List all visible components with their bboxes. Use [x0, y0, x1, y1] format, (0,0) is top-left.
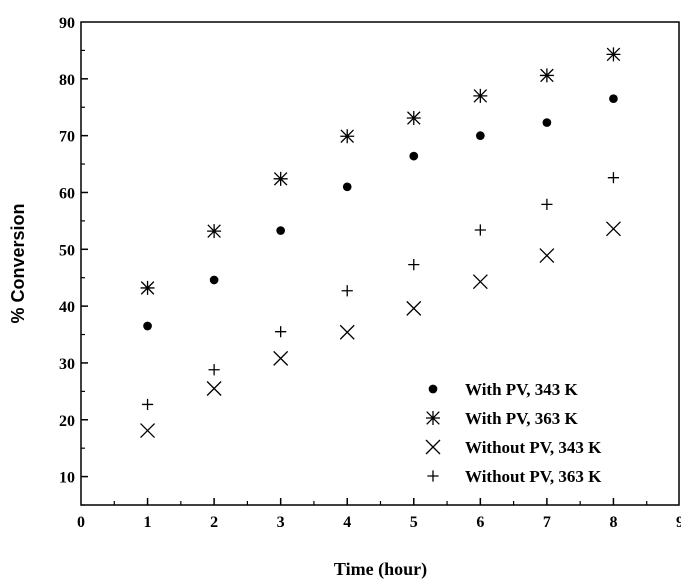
data-point	[208, 364, 220, 376]
x-tick-label: 3	[277, 514, 285, 531]
series-1	[143, 94, 618, 331]
data-point	[341, 285, 353, 297]
y-tick-label: 70	[59, 129, 75, 146]
legend-marker	[428, 384, 438, 394]
x-tick-label: 9	[676, 514, 681, 531]
data-point	[141, 398, 154, 411]
legend-label: Without PV, 363 K	[465, 467, 602, 486]
x-tick-label: 7	[543, 514, 551, 531]
y-tick-label: 20	[59, 413, 75, 430]
data-point	[408, 259, 420, 271]
data-point	[275, 326, 287, 338]
legend: With PV, 343 K With PV, 363 K Without PV, …	[425, 380, 602, 486]
data-point	[339, 324, 355, 340]
data-point	[605, 221, 621, 237]
legend-marker	[427, 470, 439, 482]
data-point	[273, 350, 289, 366]
data-point	[541, 198, 553, 211]
legend-marker	[426, 411, 440, 425]
x-tick-label: 0	[77, 514, 85, 531]
y-tick-label: 30	[59, 356, 75, 373]
x-tick-label: 4	[343, 514, 351, 531]
y-tick-label: 40	[59, 299, 75, 316]
data-point	[273, 171, 288, 186]
data-point	[409, 151, 419, 161]
data-point	[472, 274, 488, 290]
data-point	[607, 172, 620, 184]
legend-label: With PV, 343 K	[465, 380, 579, 399]
data-point	[406, 300, 422, 316]
data-points	[140, 47, 621, 439]
y-tick-label: 60	[59, 185, 75, 202]
y-tick-label: 80	[59, 72, 75, 89]
y-tick-label: 50	[59, 242, 75, 259]
x-tick-label: 6	[476, 514, 484, 531]
x-tick-label: 5	[410, 514, 418, 531]
data-point	[207, 224, 222, 239]
y-axis-label: % Conversion	[8, 203, 28, 323]
data-point	[606, 47, 621, 62]
data-point	[340, 129, 355, 144]
data-point	[140, 423, 156, 439]
axis-ticks: 0 1 2 3 4 5 6 7 8 9 10 20 30 40 50 60 70 80 90	[59, 15, 681, 531]
data-point	[140, 280, 155, 295]
plot-axes	[80, 21, 680, 506]
x-tick-label: 1	[144, 514, 152, 531]
data-point	[473, 88, 488, 103]
data-point	[542, 118, 552, 127]
data-point	[209, 275, 219, 285]
data-point	[206, 381, 222, 396]
plot-frame	[80, 21, 680, 506]
series-2	[140, 47, 621, 295]
data-point	[474, 224, 486, 236]
series-3	[140, 221, 621, 439]
series-4	[141, 172, 620, 411]
x-tick-label: 2	[210, 514, 218, 531]
data-point	[475, 131, 485, 140]
data-point	[342, 182, 352, 192]
data-point	[609, 94, 618, 104]
y-tick-label: 90	[59, 15, 75, 32]
legend-label: Without PV, 343 K	[465, 438, 602, 457]
legend-marker	[425, 439, 441, 455]
data-point	[539, 248, 555, 264]
data-point	[406, 111, 421, 126]
x-axis-label: Time (hour)	[334, 559, 427, 580]
data-point	[143, 321, 152, 331]
data-point	[276, 226, 286, 235]
data-point	[539, 68, 554, 83]
x-tick-label: 8	[609, 514, 617, 531]
legend-label: With PV, 363 K	[465, 409, 579, 428]
y-tick-label: 10	[59, 470, 75, 487]
